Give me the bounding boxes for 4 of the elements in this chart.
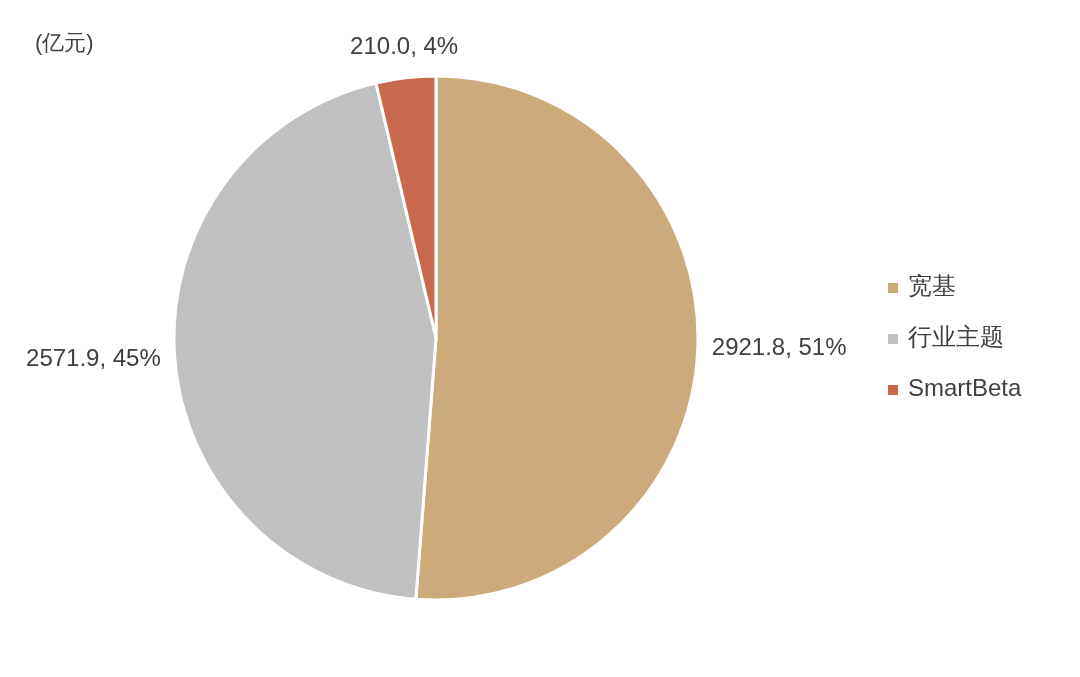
legend-label: 宽基 — [908, 272, 956, 300]
legend-label: 行业主题 — [908, 323, 1004, 351]
annotation: (亿元) — [35, 29, 94, 55]
legend-label: SmartBeta — [908, 374, 1023, 402]
